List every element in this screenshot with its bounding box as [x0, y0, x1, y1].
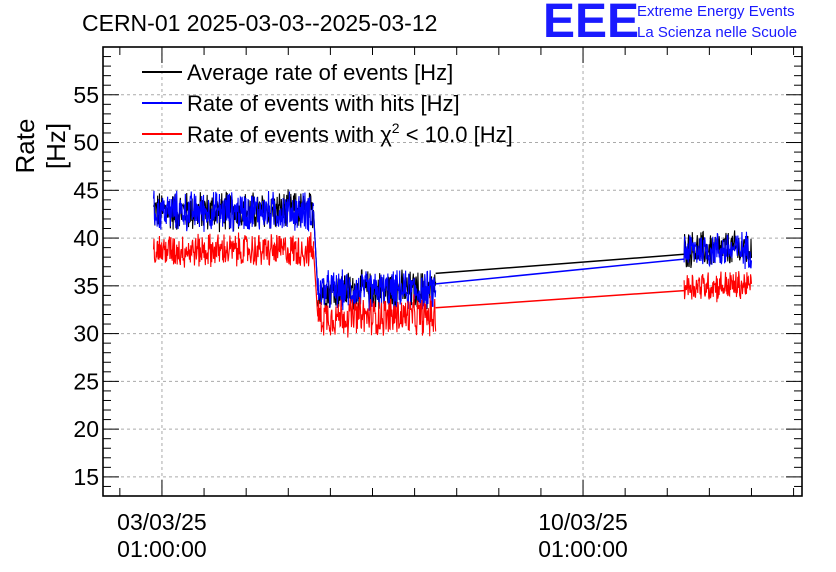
grid-lines	[103, 47, 802, 496]
series-2-segment-2	[683, 271, 753, 303]
x-tick-label-0-date: 03/03/25	[117, 509, 207, 535]
y-tick-label-55: 55	[73, 82, 99, 108]
eee-logo: EEE	[543, 0, 640, 48]
legend-label-red-post: < 10.0 [Hz]	[400, 122, 513, 147]
x-tick-label-10-date: 10/03/25	[538, 509, 628, 535]
series-1-segment-0	[152, 190, 315, 232]
y-tick-label-45: 45	[73, 177, 99, 203]
legend-label-red: Rate of events with χ2 < 10.0 [Hz]	[187, 120, 513, 147]
series-2-drop	[312, 250, 319, 317]
plot-frame	[102, 46, 803, 497]
x-tick-label-10-time: 01:00:00	[538, 536, 628, 562]
axes: 15202530354045505503/03/2501:00:0010/03/…	[73, 46, 803, 562]
series-0-connector	[435, 253, 685, 275]
series-layer	[152, 189, 753, 338]
legend-label-red-sup: 2	[392, 120, 400, 136]
y-tick-label-20: 20	[73, 416, 99, 442]
legend-label-red-pre: Rate of events with	[187, 122, 380, 147]
y-tick-label-50: 50	[73, 130, 99, 156]
legend-label-black: Average rate of events [Hz]	[187, 60, 453, 85]
series-2-connector	[435, 289, 685, 309]
series-1-segment-1	[317, 269, 437, 311]
legend: Average rate of events [Hz] Rate of even…	[142, 60, 513, 147]
series-2-segment-1	[317, 294, 437, 338]
logo-caption-line2: La Scienza nelle Scuole	[637, 24, 798, 41]
y-tick-label-15: 15	[73, 464, 99, 490]
legend-label-red-chi: χ	[380, 122, 392, 147]
series-2-segment-0	[152, 232, 315, 268]
series-1-connector	[435, 258, 685, 285]
y-tick-label-30: 30	[73, 321, 99, 347]
chart-title: CERN-01 2025-03-03--2025-03-12	[82, 10, 438, 36]
y-tick-label-25: 25	[73, 368, 99, 394]
y-tick-label-40: 40	[73, 225, 99, 251]
series-1-drop	[312, 211, 319, 291]
legend-label-blue: Rate of events with hits [Hz]	[187, 91, 460, 116]
y-tick-label-35: 35	[73, 273, 99, 299]
series-1-segment-2	[683, 231, 753, 270]
logo-caption-line1: Extreme Energy Events	[637, 3, 795, 20]
x-tick-label-0-time: 01:00:00	[117, 536, 207, 562]
